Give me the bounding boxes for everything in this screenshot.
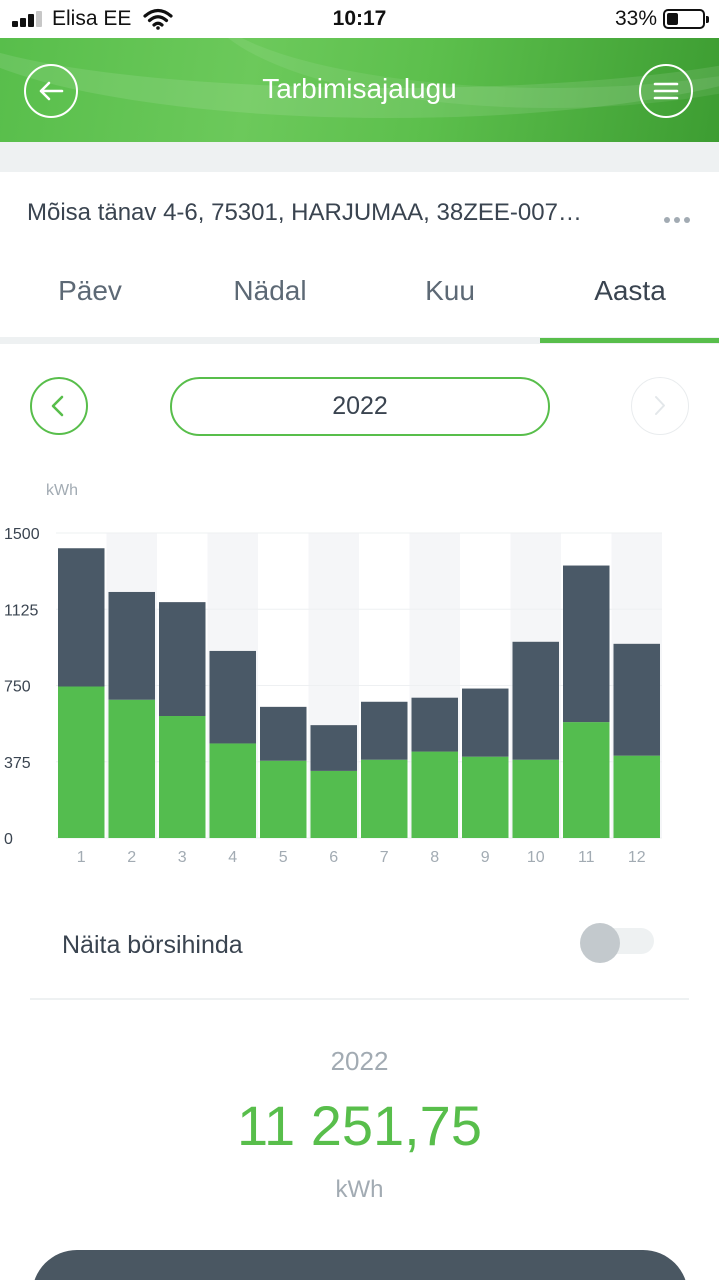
x-tick-label: 11: [578, 849, 595, 866]
battery-icon: [663, 9, 709, 29]
y-tick-label: 1500: [4, 526, 40, 543]
chart-bar: [361, 759, 408, 838]
chart-bar: [462, 756, 509, 838]
x-tick-label: 1: [77, 849, 86, 866]
clock: 10:17: [332, 7, 387, 30]
period-tabs: Päev Nädal Kuu Aasta: [0, 262, 719, 344]
y-tick-label: 1125: [4, 602, 39, 619]
chart-bar: [563, 565, 610, 723]
chevron-right-icon: [655, 396, 665, 415]
tab-year[interactable]: Aasta: [594, 275, 666, 306]
period-selector[interactable]: 2022: [170, 377, 550, 436]
chart-bar: [58, 686, 105, 838]
chart-bar: [361, 701, 408, 760]
y-tick-label: 750: [4, 679, 31, 696]
chart-bar: [108, 699, 155, 838]
chart-bar: [411, 751, 458, 838]
chart-bar: [613, 643, 660, 756]
toggle-knob: [580, 923, 620, 963]
x-tick-label: 3: [178, 849, 187, 866]
summary-year: 2022: [330, 1046, 389, 1076]
x-tick-label: 8: [430, 849, 439, 866]
carrier-name: Elisa EE: [52, 7, 132, 30]
next-period-button[interactable]: [631, 377, 689, 435]
page-title: Tarbimisajalugu: [262, 73, 457, 104]
tab-bar-baseline: [0, 337, 719, 344]
chart-bar: [462, 688, 509, 757]
tab-day[interactable]: Päev: [58, 275, 122, 306]
tab-month[interactable]: Kuu: [425, 275, 475, 306]
menu-button[interactable]: [639, 64, 693, 118]
summary-total: 11 251,75: [237, 1094, 482, 1157]
back-button[interactable]: [24, 64, 78, 118]
battery-percent: 33%: [614, 7, 657, 30]
exchange-price-label: Näita börsihinda: [62, 931, 243, 959]
chart-bar: [209, 650, 256, 744]
status-bar: Elisa EE 10:17 33%: [0, 0, 719, 38]
x-tick-label: 6: [329, 849, 338, 866]
divider: [30, 998, 689, 1000]
wifi-icon: [143, 8, 173, 35]
bottom-action-button[interactable]: [32, 1250, 688, 1280]
x-tick-label: 7: [380, 849, 389, 866]
hamburger-menu-icon: [653, 82, 679, 100]
tab-week[interactable]: Nädal: [233, 275, 307, 306]
chart-bar: [512, 641, 559, 760]
chevron-left-icon: [51, 395, 64, 417]
x-tick-label: 5: [279, 849, 288, 866]
app-header: Tarbimisajalugu: [0, 38, 719, 142]
chart-bar: [58, 548, 105, 687]
chart-bar: [260, 760, 307, 838]
chart-bar: [310, 725, 357, 771]
chart-bar: [209, 743, 256, 838]
y-tick-label: 0: [4, 831, 13, 848]
x-tick-label: 2: [127, 849, 136, 866]
x-tick-label: 4: [228, 849, 237, 866]
x-tick-label: 12: [628, 849, 646, 866]
more-dots-icon[interactable]: [663, 211, 691, 229]
active-tab-indicator: [540, 338, 719, 343]
chart-bar: [613, 755, 660, 838]
section-divider: [0, 142, 719, 172]
previous-period-button[interactable]: [30, 377, 88, 435]
chart-bar: [159, 716, 206, 838]
chart-unit-label: kWh: [46, 482, 78, 499]
y-tick-label: 375: [4, 755, 31, 772]
x-tick-label: 10: [527, 849, 545, 866]
chart-bar: [411, 697, 458, 752]
chart-bar: [108, 591, 155, 700]
signal-icon: [12, 11, 46, 27]
chart-bar: [310, 770, 357, 838]
battery-level: [667, 13, 679, 25]
summary-unit: kWh: [335, 1176, 384, 1203]
chart-bar: [563, 722, 610, 838]
exchange-price-toggle[interactable]: [580, 923, 656, 963]
back-arrow-icon: [39, 81, 64, 101]
chart-bar: [512, 759, 559, 838]
address-label: Mõisa tänav 4-6, 75301, HARJUMAA, 38ZEE-…: [27, 199, 582, 226]
x-tick-label: 9: [481, 849, 490, 866]
chart-bar: [260, 706, 307, 761]
chart-bar: [159, 602, 206, 716]
